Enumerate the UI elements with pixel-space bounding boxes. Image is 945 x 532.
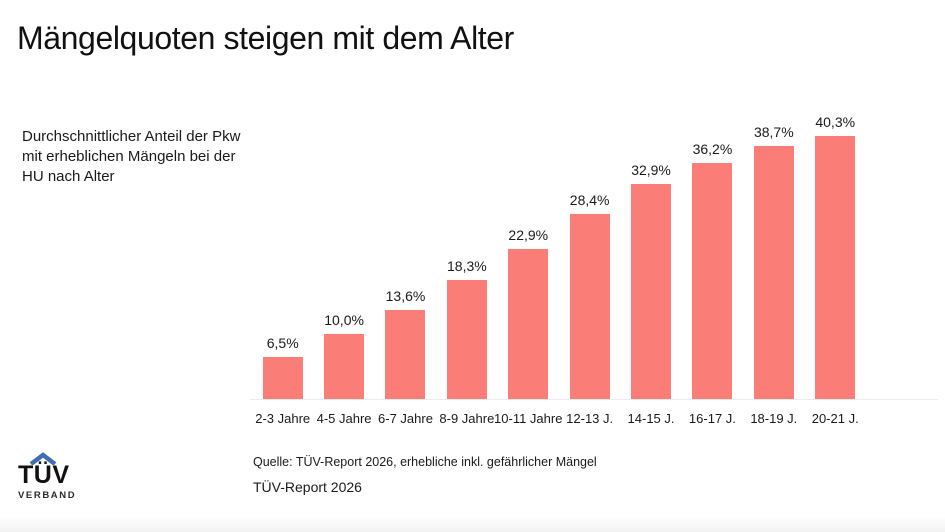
bar (692, 163, 733, 399)
bar-value-label: 40,3% (815, 114, 856, 130)
bar-chart: 6,5% 2-3 Jahre 10,0% 4-5 Jahre 13,6% 6-7 Jahr… (250, 100, 938, 426)
bar (815, 136, 856, 399)
x-axis-label: 20-21 J. (811, 411, 859, 426)
bar-value-label: 28,4% (569, 192, 610, 208)
bar (262, 357, 303, 399)
source-note: Quelle: TÜV-Report 2026, erhebliche inkl… (253, 455, 597, 469)
bar-value-label: 32,9% (631, 162, 671, 178)
bar-value-label: 22,9% (508, 227, 549, 243)
bar-group: 32,9% 14-15 J. (620, 100, 681, 426)
bar-value-label: 13,6% (385, 288, 426, 304)
bar-group: 36,2% 16-17 J. (682, 100, 743, 426)
bar (631, 184, 672, 399)
bar (385, 310, 426, 399)
bar-group: 13,6% 6-7 Jahre (375, 100, 436, 426)
bar-chart-plot-area: 6,5% 2-3 Jahre 10,0% 4-5 Jahre 13,6% 6-7 Jahr… (250, 100, 938, 426)
bar-value-label: 10,0% (324, 312, 364, 328)
x-axis-label: 2-3 Jahre (255, 411, 311, 426)
bar (324, 334, 365, 399)
bar (508, 249, 549, 399)
bar-value-label: 6,5% (266, 335, 299, 351)
x-axis-label: 8-9 Jahre (439, 411, 495, 426)
x-axis-label: 4-5 Jahre (316, 411, 372, 426)
logo-subtext: VERBAND (18, 490, 77, 501)
bar (446, 280, 487, 399)
x-axis-label: 14-15 J. (627, 411, 675, 426)
bar-value-label: 38,7% (753, 124, 794, 140)
bar (753, 146, 794, 399)
roof-icon (29, 452, 57, 465)
x-axis-label: 12-13 J. (566, 411, 614, 426)
bar-value-label: 36,2% (692, 141, 733, 157)
bar-group: 6,5% 2-3 Jahre (252, 100, 313, 426)
x-axis-label: 6-7 Jahre (378, 411, 433, 426)
bar-group: 28,4% 12-13 J. (559, 100, 620, 426)
bar-group: 18,3% 8-9 Jahre (436, 100, 497, 426)
bar-group: 22,9% 10-11 Jahre (494, 100, 562, 426)
bar-group: 40,3% 20-21 J. (805, 100, 866, 426)
bar-group: 10,0% 4-5 Jahre (313, 100, 374, 426)
x-axis-label: 18-19 J. (750, 411, 798, 426)
bar-value-label: 18,3% (447, 258, 487, 274)
x-axis-label: 10-11 Jahre (494, 411, 563, 426)
x-axis-label: 16-17 J. (688, 411, 736, 426)
tuv-verband-logo: TÜV VERBAND (18, 450, 88, 501)
page-title: Mängelquoten steigen mit dem Alter (17, 20, 514, 56)
report-label: TÜV-Report 2026 (253, 479, 362, 495)
logo-text: TÜV (18, 461, 70, 489)
chart-subtitle: Durchschnittlicher Anteil der Pkw mit er… (22, 128, 241, 185)
bar (569, 214, 610, 399)
bar-group: 38,7% 18-19 J. (743, 100, 804, 426)
slide-bottom-edge (0, 516, 945, 532)
